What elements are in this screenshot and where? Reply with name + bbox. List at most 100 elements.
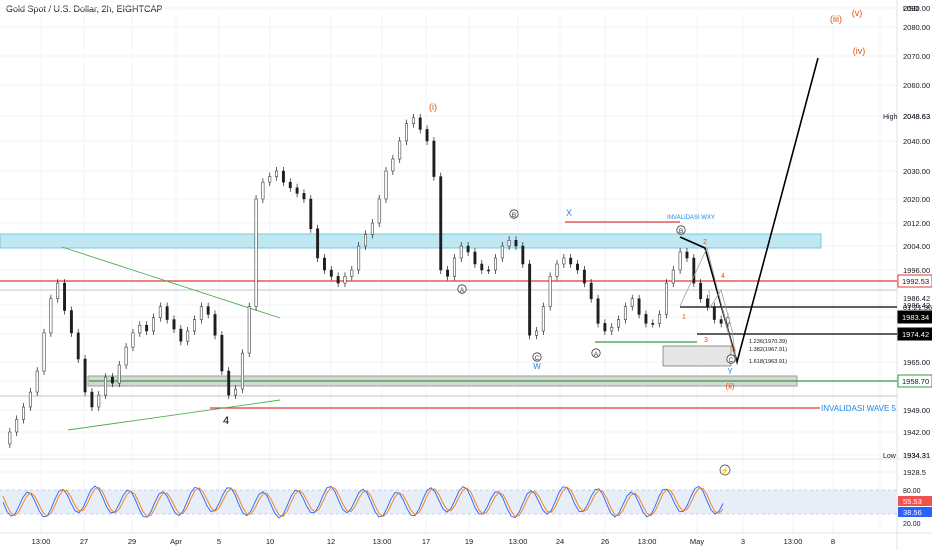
osc-tag-0: 55.53: [903, 497, 922, 506]
subwave-path: [708, 289, 737, 363]
candle-body-66: [452, 257, 456, 277]
price-tick-10: 1996.00: [903, 266, 930, 275]
price-tag-bg-6: [897, 374, 932, 388]
candle-body-101: [692, 257, 696, 284]
time-tick-10: 13:00: [509, 537, 528, 546]
candle-body-39: [268, 176, 272, 183]
candle-body-71: [487, 269, 491, 272]
price-tick-20: 2090.00: [903, 4, 930, 13]
candle-body-65: [446, 269, 450, 277]
price-tick-2: 1942.00: [903, 428, 930, 437]
candle-body-100: [685, 251, 689, 259]
candle-body-103: [706, 298, 709, 307]
price-tick-8: 1986.42: [903, 301, 930, 310]
price-tag-7: 1934.31: [903, 451, 930, 460]
currency-label: USD: [903, 4, 919, 13]
wave-c-1: C: [535, 355, 540, 362]
osc-tag-bg-0: [898, 496, 932, 506]
candle-body-60: [411, 117, 415, 124]
wave-b-1-circle: [509, 209, 519, 219]
candle-body-35: [240, 352, 244, 390]
price-tick-0: 1928.5: [903, 468, 926, 477]
candle-body-69: [473, 251, 477, 265]
price-tag-bg-1: [897, 274, 932, 288]
invalidasi-wxy-label: INVALIDASI WXY: [667, 215, 715, 221]
candle-body-26: [179, 328, 183, 342]
price-tick-16: 2048.63: [903, 112, 930, 121]
price-tag-3: 01:21:36: [903, 303, 932, 312]
candle-body-76: [521, 245, 525, 265]
candle-body-5: [35, 370, 39, 393]
candle-body-14: [97, 394, 101, 408]
price-tag-6: 1958.70: [902, 377, 929, 386]
wave-b-2: B: [679, 228, 683, 235]
wave-a-1: A: [460, 287, 465, 294]
time-tick-15: 3: [741, 537, 745, 546]
candle-body-58: [398, 140, 402, 160]
candle-body-30: [206, 306, 210, 315]
candle-body-33: [227, 370, 231, 396]
candle-body-47: [323, 257, 326, 271]
candle-body-89: [610, 326, 614, 332]
price-tag-2: 1986.42: [903, 294, 930, 303]
wave-a-2-circle: [591, 348, 601, 358]
candle-body-85: [582, 269, 586, 284]
osc-tag-1: 38.56: [903, 508, 922, 517]
candle-body-81: [555, 263, 559, 277]
candle-body-97: [664, 282, 668, 315]
candle-body-54: [370, 222, 374, 235]
candle-body-3: [22, 406, 25, 420]
candle-body-79: [541, 306, 545, 332]
lightning-icon-glyph: ⚡: [721, 466, 730, 475]
candle-body-34: [234, 388, 237, 396]
candle-body-6: [42, 332, 46, 372]
candle-body-19: [131, 332, 135, 348]
time-tick-12: 26: [601, 537, 609, 546]
trendline-upper: [61, 246, 281, 319]
candle-body-93: [637, 298, 641, 315]
candle-body-13: [90, 391, 94, 408]
projection-path-thin: [679, 246, 737, 363]
time-tick-0: 13:00: [32, 537, 51, 546]
candle-body-84: [576, 263, 579, 271]
price-tick-17: 2060.00: [903, 81, 930, 90]
time-tick-7: 13:00: [373, 537, 392, 546]
candle-body-83: [569, 257, 573, 265]
candle-body-46: [316, 228, 320, 259]
wave-c-1-circle: [532, 352, 542, 362]
candle-body-82: [562, 257, 566, 265]
trendline-lower: [67, 399, 281, 431]
wave-y: Y: [727, 367, 733, 376]
candle-body-68: [466, 245, 470, 253]
candle-body-62: [425, 129, 429, 142]
candle-body-21: [145, 325, 149, 332]
price-tick-15: 2040.00: [903, 137, 930, 146]
time-tick-17: 8: [831, 537, 835, 546]
candle-body-96: [658, 314, 662, 324]
candle-body-91: [623, 306, 627, 320]
wave-iii: (iii): [830, 14, 842, 24]
price-tick-13: 2020.00: [903, 195, 930, 204]
time-tick-3: Apr: [170, 537, 182, 546]
supply-zone-cyan: [0, 233, 822, 249]
candle-body-41: [281, 170, 285, 183]
candle-body-70: [480, 263, 484, 271]
candle-body-75: [514, 240, 518, 247]
candle-body-37: [254, 198, 258, 307]
candle-body-43: [295, 187, 299, 194]
osc-80-label: 80.00: [903, 488, 921, 495]
price-tick-19: 2080.00: [903, 23, 930, 32]
candle-body-52: [357, 245, 361, 271]
osc-20-label: 20.00: [903, 521, 921, 528]
wave-i: (i): [429, 102, 437, 112]
candle-body-51: [350, 269, 354, 277]
candle-body-32: [220, 334, 224, 372]
symbol-title: Gold Spot / U.S. Dollar, 2h, EIGHTCAP: [6, 4, 163, 14]
osc-line-d: [2, 486, 724, 518]
candle-body-56: [384, 170, 388, 200]
candle-body-24: [165, 306, 169, 320]
candle-body-36: [247, 306, 251, 354]
candle-body-17: [117, 364, 121, 384]
candle-body-7: [49, 298, 53, 334]
